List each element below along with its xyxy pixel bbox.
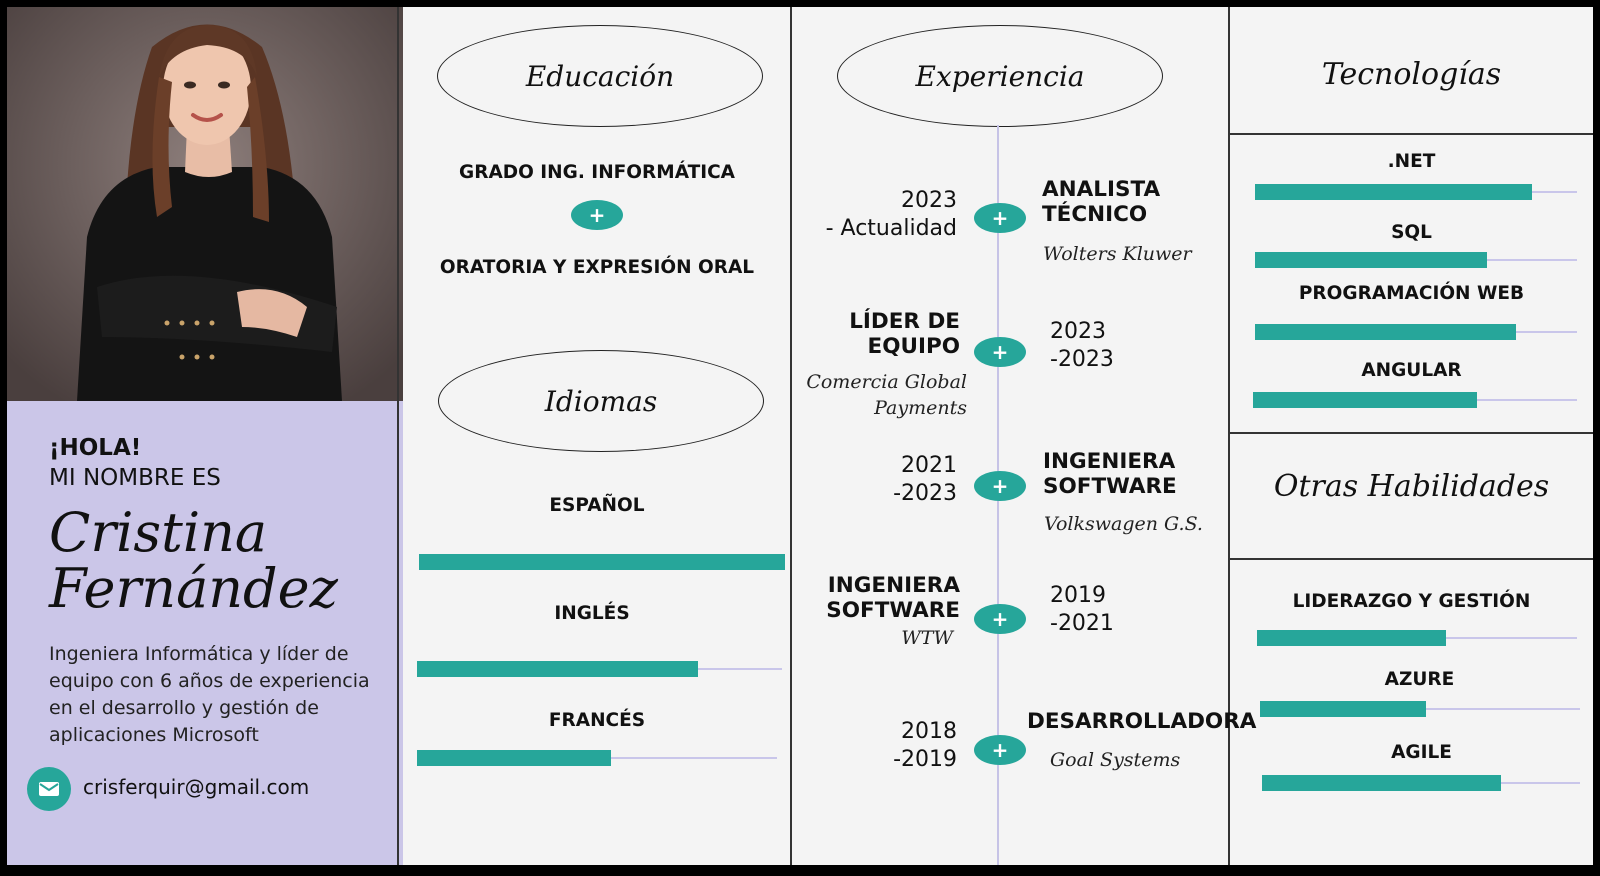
tech-name: SQL [1391,222,1432,243]
education-item: GRADO ING. INFORMÁTICA [459,162,735,183]
tech-name: PROGRAMACIÓN WEB [1298,283,1525,304]
experience-plus-icon[interactable]: + [974,203,1026,233]
skill-name: AGILE [1391,742,1452,763]
experience-date: 2019 -2021 [1050,583,1114,636]
mail-icon[interactable] [27,767,71,811]
last-name: Fernández [49,557,339,620]
tech-name: .NET [1387,151,1436,172]
greeting: ¡HOLA! [49,435,142,461]
experience-company: Wolters Kluwer [1043,243,1192,265]
first-name: Cristina [49,501,268,564]
experience-plus-icon[interactable]: + [974,471,1026,501]
experience-plus-icon[interactable]: + [974,735,1026,765]
name-intro: MI NOMBRE ES [49,465,221,491]
language-bar [417,750,777,766]
skill-bar [1262,775,1580,791]
skill-bar [1257,630,1577,646]
experience-plus-icon[interactable]: + [974,604,1026,634]
email-link[interactable]: crisferquir@gmail.com [83,775,310,799]
tech-bar [1255,252,1577,268]
divider-3 [1228,7,1230,865]
tech-divider [1229,133,1593,135]
experience-company: Volkswagen G.S. [1044,513,1203,535]
profile-summary: ¡HOLA! MI NOMBRE ES Cristina Fernández I… [7,401,403,865]
tech-bar-fill [1255,324,1516,340]
experience-company: Goal Systems [1050,749,1181,771]
experience-company: WTW [901,627,953,649]
education-heading: Educación [437,25,763,127]
language-bar-fill [417,750,612,766]
experience-heading: Experiencia [837,25,1163,127]
experience-plus-icon[interactable]: + [974,337,1026,367]
skill-name: LIDERAZGO Y GESTIÓN [1292,591,1531,612]
experience-date: 2023 -2023 [1050,319,1114,372]
technologies-heading: Tecnologías [1321,57,1502,92]
language-name: FRANCÉS [548,710,646,731]
skills-divider-top [1229,432,1593,434]
skills-divider-bottom [1229,558,1593,560]
language-bar-fill [417,661,699,677]
tech-bar-fill [1255,252,1487,268]
cv-page: ¡HOLA! MI NOMBRE ES Cristina Fernández I… [7,7,1593,865]
skill-bar-fill [1260,701,1427,717]
tech-bar [1255,184,1577,200]
experience-date: 2021 -2023 [893,453,957,506]
language-bar [417,661,782,677]
tech-bar-fill [1255,184,1532,200]
experience-role: ANALISTA TÉCNICO [1042,177,1161,227]
language-name: ESPAÑOL [549,495,645,516]
divider-1 [397,7,399,865]
language-bar-fill [419,554,785,570]
tech-bar [1255,324,1577,340]
experience-role: INGENIERA SOFTWARE [826,573,960,623]
languages-heading: Idiomas [438,350,764,452]
bio: Ingeniera Informática y líder de equipo … [49,643,370,746]
skill-bar-fill [1262,775,1501,791]
education-item: ORATORIA Y EXPRESIÓN ORAL [439,257,755,278]
experience-date: 2018 -2019 [893,719,957,772]
other-skills-heading: Otras Habilidades [1273,469,1550,504]
portrait-illustration [7,7,403,401]
experience-date: 2023 - Actualidad [825,188,957,241]
tech-bar [1253,392,1577,408]
profile-photo [7,7,403,401]
tech-name: ANGULAR [1361,360,1462,381]
experience-role: INGENIERA SOFTWARE [1043,449,1177,499]
language-name: INGLÉS [554,603,630,624]
skill-bar [1260,701,1580,717]
experience-role: LÍDER DE EQUIPO [849,309,960,359]
skill-name: AZURE [1384,669,1455,690]
skill-bar-fill [1257,630,1446,646]
tech-bar-fill [1253,392,1477,408]
language-bar [419,554,785,570]
divider-2 [790,7,792,865]
education-plus-icon[interactable]: + [571,200,623,230]
experience-role: DESARROLLADORA [1027,709,1257,734]
full-name: Cristina Fernández [49,505,338,617]
experience-company: Comercia Global Payments [806,371,967,419]
